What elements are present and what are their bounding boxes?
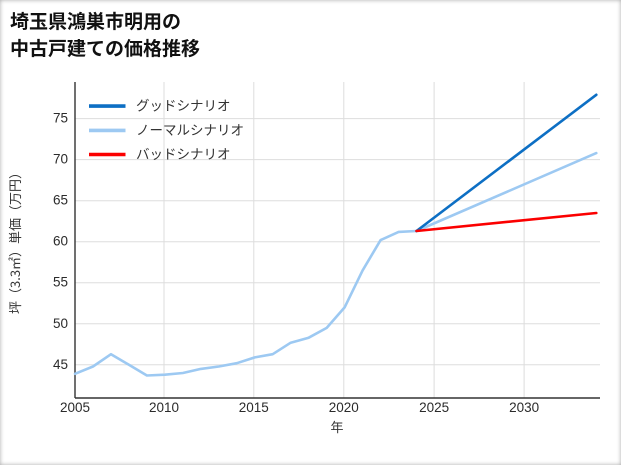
svg-text:70: 70: [53, 152, 68, 167]
svg-text:2025: 2025: [419, 400, 449, 415]
svg-text:2010: 2010: [149, 400, 179, 415]
svg-text:65: 65: [53, 193, 68, 208]
svg-text:2005: 2005: [60, 400, 90, 415]
svg-text:坪（3.3㎡）単価（万円）: 坪（3.3㎡）単価（万円）: [5, 166, 24, 314]
svg-text:50: 50: [53, 316, 68, 331]
svg-text:2015: 2015: [239, 400, 269, 415]
svg-text:45: 45: [53, 357, 68, 372]
svg-text:グッドシナリオ: グッドシナリオ: [136, 95, 231, 115]
svg-text:60: 60: [53, 234, 68, 249]
svg-text:75: 75: [53, 111, 68, 126]
svg-text:2020: 2020: [329, 400, 359, 415]
svg-text:バッドシナリオ: バッドシナリオ: [136, 143, 231, 163]
svg-text:ノーマルシナリオ: ノーマルシナリオ: [136, 119, 244, 139]
svg-text:55: 55: [53, 275, 68, 290]
svg-text:年: 年: [330, 417, 343, 436]
svg-text:2030: 2030: [509, 400, 539, 415]
